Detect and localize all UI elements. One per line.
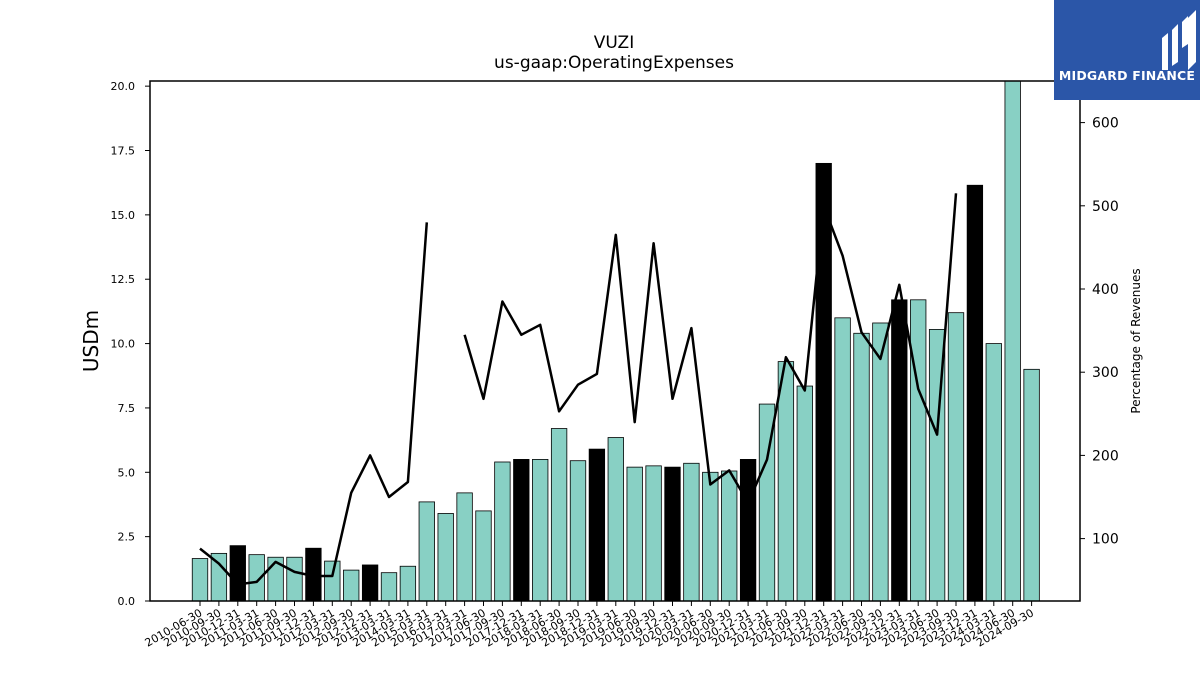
x-axis: 2010-06-302010-09-302010-12-312011-03-31… — [143, 601, 1036, 650]
bar — [588, 448, 606, 601]
bar — [891, 299, 908, 601]
y-tick-label: 12.5 — [111, 273, 136, 286]
brand-logo: MIDGARD FINANCE — [1054, 0, 1200, 100]
bar — [683, 462, 700, 601]
logo-text: MIDGARD FINANCE — [1058, 68, 1196, 83]
y-tick-label: 20.0 — [111, 80, 136, 93]
bar — [191, 558, 209, 601]
plot-frame — [149, 80, 1081, 602]
bar — [399, 565, 417, 601]
chart-title: VUZI — [594, 33, 634, 53]
bar — [418, 501, 435, 601]
bar — [928, 329, 946, 601]
bar — [513, 459, 530, 601]
y-tick-label: 7.5 — [118, 402, 136, 415]
y2-tick-label: 400 — [1092, 282, 1119, 298]
bar — [721, 470, 738, 601]
bar — [815, 162, 832, 601]
bar — [796, 385, 813, 601]
y2-axis-label: Percentage of Revenues — [1129, 268, 1143, 413]
bar — [437, 513, 454, 601]
bar — [343, 569, 360, 601]
bar — [985, 343, 1002, 601]
bar — [910, 299, 927, 601]
bar — [380, 572, 398, 601]
y-tick-label: 15.0 — [111, 209, 136, 222]
bar — [777, 361, 795, 601]
bar — [550, 428, 568, 601]
y-tick-label: 10.0 — [111, 338, 136, 351]
bar — [966, 184, 984, 601]
bar — [1004, 81, 1021, 601]
bar — [947, 312, 965, 601]
bar — [475, 510, 492, 601]
bar — [569, 460, 587, 601]
y-tick-label: 17.5 — [111, 145, 136, 158]
bar — [739, 459, 757, 601]
bar — [324, 560, 341, 601]
y2-tick-label: 200 — [1092, 448, 1119, 464]
bar-series — [191, 81, 1040, 601]
y-tick-label: 5.0 — [118, 466, 136, 479]
y2-tick-label: 300 — [1092, 365, 1119, 381]
bar — [1023, 368, 1040, 601]
bar — [758, 403, 776, 601]
bar — [456, 492, 473, 601]
bar — [872, 322, 889, 601]
y2-tick-label: 100 — [1092, 532, 1119, 548]
bar — [834, 317, 851, 601]
y-axis-right: 100 200 300 400 500 600 — [1080, 116, 1119, 548]
logo-mark-icon — [1162, 10, 1196, 70]
bar — [361, 564, 379, 601]
bar — [229, 545, 246, 601]
y2-tick-label: 500 — [1092, 199, 1119, 215]
y-axis-label: USDm — [79, 310, 103, 372]
y2-tick-label: 600 — [1092, 116, 1119, 132]
bar — [494, 461, 511, 601]
bar — [532, 459, 549, 601]
bar — [248, 554, 265, 601]
bar — [626, 466, 643, 601]
chart-subtitle: us-gaap:OperatingExpenses — [494, 53, 734, 73]
bar — [607, 437, 624, 601]
bar — [853, 332, 870, 601]
bar — [645, 465, 662, 601]
bar — [702, 471, 719, 601]
bar — [305, 547, 322, 601]
y-axis-left: 0.0 2.5 5.0 7.5 10.0 12.5 15.0 17.5 20.0 — [111, 80, 150, 608]
bar — [286, 556, 303, 601]
y-tick-label: 0.0 — [118, 595, 136, 608]
bar — [664, 466, 681, 601]
y-tick-label: 2.5 — [118, 531, 136, 544]
